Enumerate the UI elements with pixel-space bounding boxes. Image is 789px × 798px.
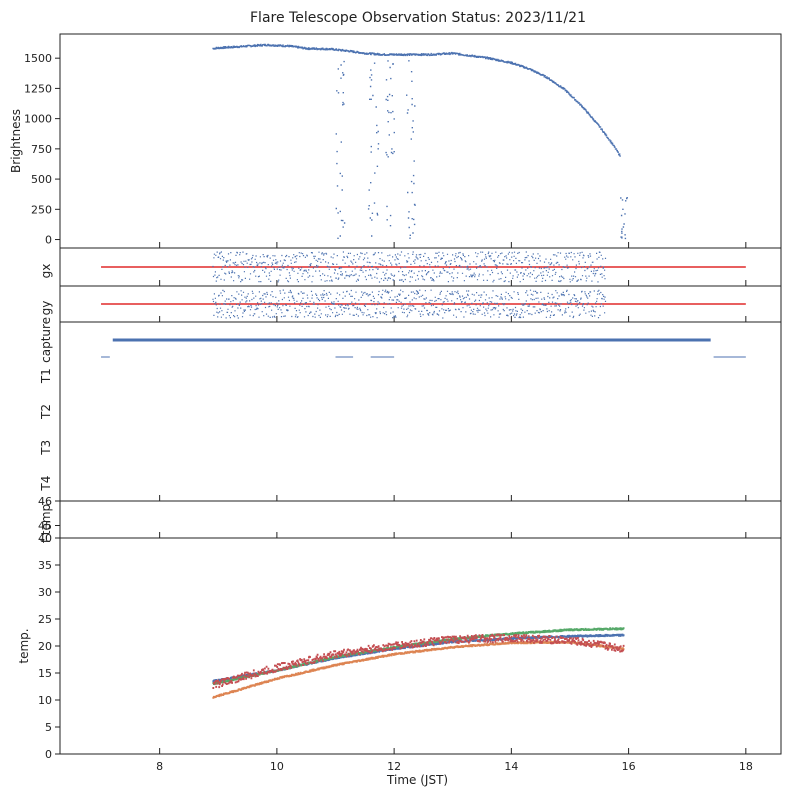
brightness-points [212,43,628,240]
status-label-capture: capture [39,317,53,363]
gy-points [212,289,607,319]
gy-ylabel: gy [39,301,53,316]
xtick-label: 8 [156,760,163,773]
status-label-t4: T4 [39,476,53,492]
brightness-ytick-label: 250 [31,203,52,216]
status-label-t1: T1 [39,368,53,384]
brightness-ytick-label: 0 [45,234,52,247]
brightness-ytick-label: 1500 [24,52,52,65]
chart-title: Flare Telescope Observation Status: 2023… [250,10,586,26]
ftemp-ylabel: f-temp [39,504,53,543]
xtick-label: 14 [504,760,518,773]
temp-ytick-label: 5 [45,721,52,734]
ftemp-ytick-label: 40 [38,532,52,545]
xtick-label: 10 [270,760,284,773]
temp-ytick-label: 10 [38,694,52,707]
status-label-t2: T2 [39,404,53,420]
brightness-ytick-label: 1250 [24,82,52,95]
brightness-ytick-label: 750 [31,143,52,156]
temp-series-red [212,633,625,689]
brightness-ylabel: Brightness [9,109,23,173]
temp-xlabel: Time (JST) [386,773,448,787]
temp-ytick-label: 25 [38,613,52,626]
xtick-label: 16 [622,760,636,773]
brightness-ytick-label: 500 [31,173,52,186]
temp-ytick-label: 20 [38,640,52,653]
xtick-label: 18 [739,760,753,773]
temp-ytick-label: 35 [38,559,52,572]
plot-area: 0250500750100012501500Brightnessgxgycapt… [9,33,782,787]
temp-ylabel: temp. [17,628,31,663]
gx-points [212,251,607,283]
ftemp-ytick-label: 46 [38,495,52,508]
temp-ytick-label: 30 [38,586,52,599]
ftemp-axes-frame [59,500,782,539]
status-label-t3: T3 [39,440,53,456]
brightness-ytick-label: 1000 [24,113,52,126]
gx-ylabel: gx [39,264,53,279]
xtick-label: 12 [387,760,401,773]
status-axes-frame [59,321,782,502]
temp-ytick-label: 15 [38,667,52,680]
brightness-axes-frame [59,33,782,249]
ftemp-ytick-label: 45 [38,520,52,533]
temp-ytick-label: 0 [45,748,52,761]
